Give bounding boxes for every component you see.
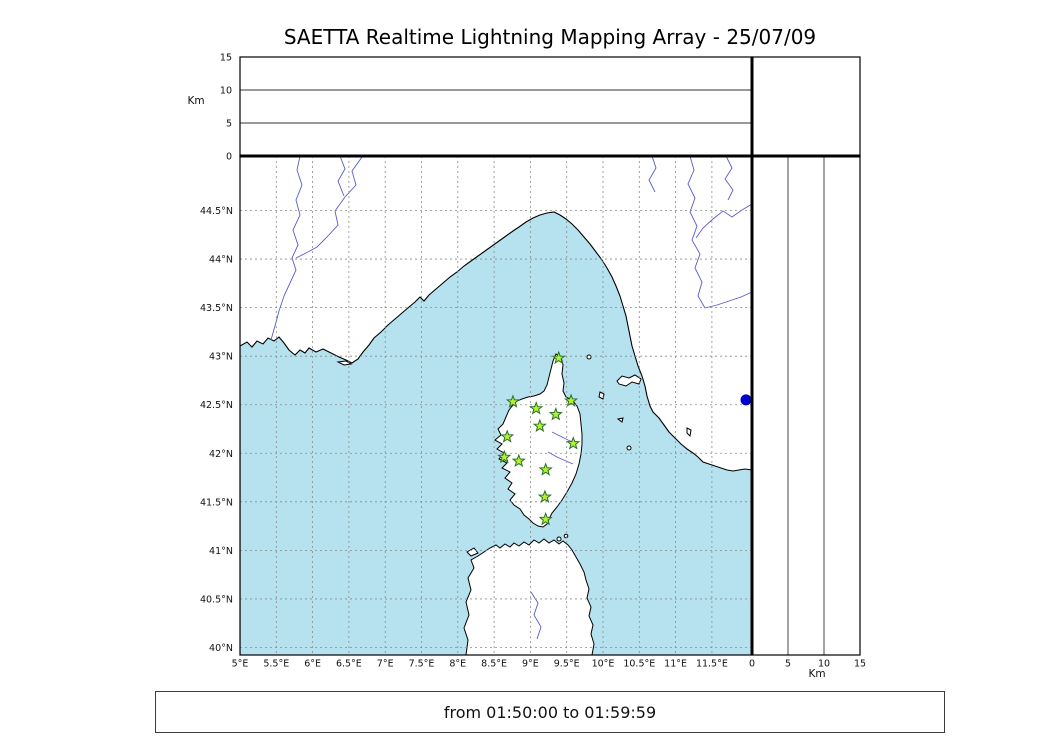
station-star-marker [529,401,544,415]
river [270,156,752,640]
map-panel [240,156,752,655]
longitude-tick-label: 9.5°E [554,659,580,670]
altitude-tick-label: 5 [226,119,232,130]
longitude-tick-label: 6°E [304,659,321,670]
tiny-island [586,354,592,360]
longitude-tick-label: 11°E [664,659,687,670]
longitude-tick-label: 5°E [232,659,249,670]
station-star-marker [551,350,566,365]
station-star-marker [538,511,553,526]
event-dot [740,394,752,406]
station-star-marker [505,394,521,408]
latitude-tick-label: 42°N [209,449,233,460]
altitude-tick-label: 15 [220,53,232,64]
tiny-island [563,533,569,539]
altitude-tick-label: 0 [226,152,232,163]
islands-group [336,353,692,655]
longitude-tick-label: 8.5°E [481,659,507,670]
right-axis-unit-label: Km [808,668,825,680]
top-axis-unit-label: Km [187,95,204,107]
page-title: SAETTA Realtime Lightning Mapping Array … [283,25,817,49]
longitude-tick-label: 10.5°E [623,659,655,670]
station-star-marker [511,453,526,468]
map-gridlines [240,156,752,655]
panel-borders [239,56,861,656]
latitude-tick-label: 44°N [209,255,233,266]
sardinia-island [463,538,595,655]
longitude-tick-label: 6.5°E [336,659,362,670]
altitude-tick-label: 10 [220,86,232,97]
station-star-marker [566,436,581,450]
station-star-marker [500,429,515,443]
latitude-tick-label: 41.5°N [200,497,233,508]
longitude-tick-label: 7.5°E [409,659,435,670]
longitude-tick-label: 11.5°E [696,659,728,670]
time-range-text: from 01:50:00 to 01:59:59 [443,702,657,722]
latitude-tick-label: 43.5°N [200,303,233,314]
small-islands [336,360,692,557]
longitude-tick-label: 10°E [592,659,615,670]
station-markers [497,350,752,526]
rivers-group [270,156,752,640]
station-star-marker [563,393,579,407]
right-altitude-panel-border [751,155,861,656]
sea-area [240,211,752,655]
tiny-island [556,536,562,542]
station-star-marker [548,406,563,421]
latitude-tick-label: 42.5°N [200,400,233,411]
panel-gridlines [240,89,825,655]
latitude-tick-label: 43°N [209,352,233,363]
altitude-tick-label: 5 [785,659,791,670]
top-altitude-panel-border [239,56,753,157]
altitude-tick-label: 0 [749,659,755,670]
latitude-tick-label: 40°N [209,643,233,654]
axis-labels: Km Km 5°E 5.5°E 6°E 6.5°E 7°E 7.5°E 8°E 8.5°E 9°… [187,53,866,681]
top-right-panel-border [751,56,861,157]
tiny-island [626,445,632,451]
station-star-marker [497,449,512,464]
altitude-tick-label: 10 [818,659,830,670]
longitude-tick-label: 5.5°E [263,659,289,670]
longitude-tick-label: 9°E [522,659,539,670]
longitude-tick-label: 7°E [377,659,394,670]
station-star-marker [538,462,553,476]
latitude-tick-label: 44.5°N [200,206,233,217]
latitude-tick-label: 41°N [209,546,233,557]
station-star-marker [537,489,553,503]
station-star-marker [532,418,547,433]
latitude-tick-label: 40.5°N [200,594,233,605]
altitude-tick-label: 15 [854,659,866,670]
status-bar: from 01:50:00 to 01:59:59 [155,691,945,733]
longitude-tick-label: 8°E [449,659,466,670]
